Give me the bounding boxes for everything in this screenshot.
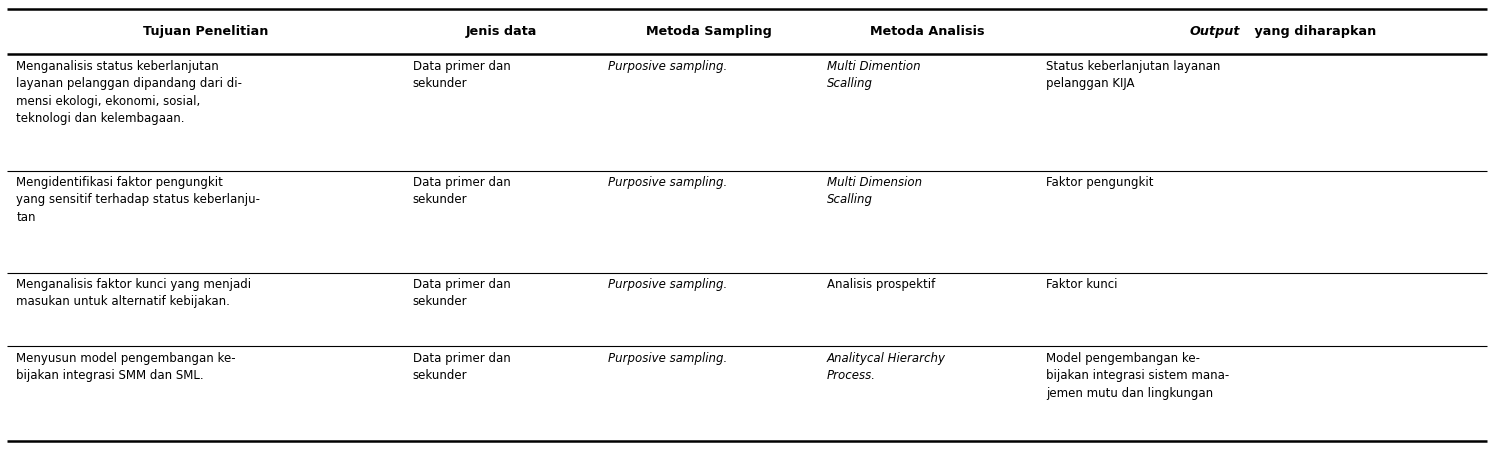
Text: Data primer dan
sekunder: Data primer dan sekunder — [412, 351, 511, 382]
Text: Purposive sampling.: Purposive sampling. — [608, 176, 728, 189]
Text: Jenis data: Jenis data — [466, 25, 538, 38]
Text: Multi Dimention
Scalling: Multi Dimention Scalling — [828, 60, 920, 90]
Text: Menganalisis status keberlanjutan
layanan pelanggan dipandang dari di-
mensi eko: Menganalisis status keberlanjutan layana… — [16, 60, 242, 125]
Text: Output yang diharapkan: Output yang diharapkan — [1173, 25, 1351, 38]
Text: Faktor kunci: Faktor kunci — [1046, 278, 1118, 291]
Text: Multi Dimension
Scalling: Multi Dimension Scalling — [828, 176, 922, 207]
Text: Mengidentifikasi faktor pengungkit
yang sensitif terhadap status keberlanju-
tan: Mengidentifikasi faktor pengungkit yang … — [16, 176, 260, 224]
Text: Menyusun model pengembangan ke-
bijakan integrasi SMM dan SML.: Menyusun model pengembangan ke- bijakan … — [16, 351, 236, 382]
Text: Metoda Sampling: Metoda Sampling — [645, 25, 771, 38]
Text: Status keberlanjutan layanan
pelanggan KIJA: Status keberlanjutan layanan pelanggan K… — [1046, 60, 1221, 90]
Text: Model pengembangan ke-
bijakan integrasi sistem mana-
jemen mutu dan lingkungan: Model pengembangan ke- bijakan integrasi… — [1046, 351, 1230, 400]
Text: Data primer dan
sekunder: Data primer dan sekunder — [412, 60, 511, 90]
Text: Tujuan Penelitian: Tujuan Penelitian — [143, 25, 269, 38]
Text: Purposive sampling.: Purposive sampling. — [608, 351, 728, 364]
Text: Menganalisis faktor kunci yang menjadi
masukan untuk alternatif kebijakan.: Menganalisis faktor kunci yang menjadi m… — [16, 278, 251, 309]
Text: Analisis prospektif: Analisis prospektif — [828, 278, 935, 291]
Text: Purposive sampling.: Purposive sampling. — [608, 60, 728, 73]
Text: yang diharapkan: yang diharapkan — [1250, 25, 1376, 38]
Text: Analitycal Hierarchy
Process.: Analitycal Hierarchy Process. — [828, 351, 946, 382]
Text: Output: Output — [1191, 25, 1240, 38]
Text: Data primer dan
sekunder: Data primer dan sekunder — [412, 176, 511, 207]
Text: Data primer dan
sekunder: Data primer dan sekunder — [412, 278, 511, 309]
Text: Purposive sampling.: Purposive sampling. — [608, 278, 728, 291]
Text: Metoda Analisis: Metoda Analisis — [870, 25, 985, 38]
Text: Faktor pengungkit: Faktor pengungkit — [1046, 176, 1153, 189]
